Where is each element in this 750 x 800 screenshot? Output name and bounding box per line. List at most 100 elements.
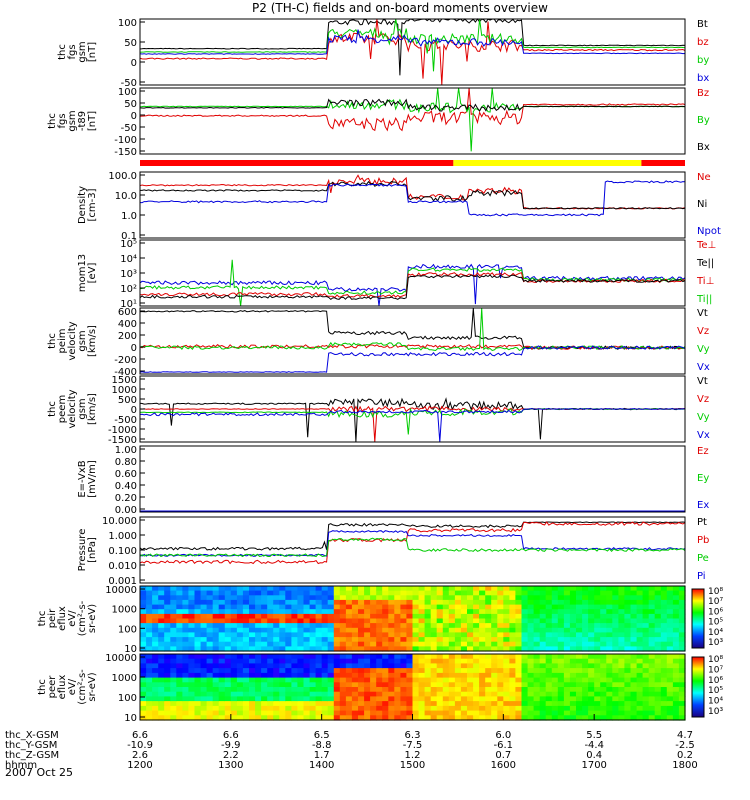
spectrogram-cell [624,641,632,647]
spectrogram-cell [515,701,523,707]
spectrogram-cell [230,627,238,633]
spectrogram-cell [618,696,626,702]
spectrogram-cell [388,682,395,688]
spectrogram-cell [176,663,183,669]
spectrogram-cell [194,668,202,674]
spectrogram-cell [600,590,607,596]
spectrogram-cell [218,590,226,596]
spectrogram-cell [339,710,347,716]
spectrogram-cell [224,623,232,629]
spectrogram-cell [600,701,607,707]
spectrogram-cell [588,663,595,669]
spectrogram-cell [230,623,238,629]
spectrogram-cell [376,663,383,669]
spectrogram-cell [672,672,680,679]
spectrogram-cell [261,623,268,629]
spectrogram-cell [612,677,619,683]
spectrogram-cell [327,710,335,716]
spectrogram-cell [497,658,504,664]
spectrogram-cell [448,705,456,712]
spectrogram-cell [624,677,632,683]
spectrogram-cell [376,637,383,643]
spectrogram-cell [588,627,595,633]
spectrogram-cell [672,687,680,693]
spectrogram-cell [351,618,359,624]
spectrogram-cell [563,672,571,679]
spectrogram-cell [666,613,674,620]
spectrogram-cell [473,627,480,633]
spectrogram-cell [236,691,244,697]
spectrogram-cell [188,609,196,615]
spectrogram-cell [146,672,153,679]
spectrogram-cell [491,618,498,624]
legend-entry-Vy: Vy [697,412,710,423]
spectrogram-cell [576,604,583,610]
spectrogram-cell [448,654,456,660]
spectrogram-cell [582,627,589,633]
spectrogram-cell [582,668,589,674]
spectrogram-cell [140,646,147,652]
spectrogram-cell [648,668,656,674]
spectrogram-cell [182,599,190,606]
spectrogram-cell [448,668,456,674]
spectrogram-cell [600,618,607,624]
spectrogram-cell [394,646,401,652]
spectrogram-cell [485,663,492,669]
spectrogram-cell [467,632,474,638]
spectrogram-cell [345,705,353,712]
spectrogram-cell [315,632,323,638]
spectrogram-cell [539,696,547,702]
spectrogram-cell [218,677,226,683]
spectrogram-cell [412,627,420,633]
spectrogram-cell [660,623,668,629]
spectrogram-cell [569,609,577,615]
spectrogram-cell [267,618,274,624]
spectrogram-cell [267,701,274,707]
spectrogram-cell [333,613,341,620]
spectrogram-cell [370,663,377,669]
spectrogram-cell [545,658,553,664]
spectrogram-cell [218,627,226,633]
spectrogram-cell [315,687,323,693]
y-tick-label: -50 [121,123,137,134]
spectrogram-cell [582,609,589,615]
spectrogram-cell [442,705,450,712]
spectrogram-cell [672,623,680,629]
spectrogram-cell [236,696,244,702]
spectrogram-cell [194,682,202,688]
spectrogram-cell [364,668,371,674]
spectrogram-cell [255,715,262,721]
spectrogram-cell [648,715,656,721]
spectrogram-cell [497,715,504,721]
spectrogram-cell [672,654,680,660]
spectrogram-cell [606,646,613,652]
y-axis-label-line: [km/s] [87,393,98,425]
spectrogram-cell [388,696,395,702]
spectrogram-cell [636,586,644,592]
spectrogram-cell [370,637,377,643]
spectrogram-cell [279,682,286,688]
spectrogram-cell [164,646,171,652]
spectrogram-cell [551,705,559,712]
spectrogram-cell [376,668,383,674]
spectrogram-cell [242,672,250,679]
spectrogram-cell [297,599,305,606]
spectrogram-cell [479,590,486,596]
spectrogram-cell [279,654,286,660]
spectrogram-cell [467,604,474,610]
spectrogram-cell [424,586,432,592]
x-axis-tick-label: 6.6 [223,730,239,741]
spectrogram-cell [200,646,208,652]
spectrogram-cell [606,632,613,638]
spectrogram-cell [618,654,626,660]
spectrogram-cell [576,696,583,702]
legend-entry-by: by [697,55,709,66]
spectrogram-cell [188,641,196,647]
x-axis-row-name: hhmm [5,760,37,771]
spectrogram-cell [594,658,601,664]
spectrogram-cell [285,632,292,638]
spectrogram-cell [376,658,383,664]
spectrogram-cell [515,586,523,592]
spectrogram-cell [297,590,305,596]
spectrogram-cell [660,691,668,697]
